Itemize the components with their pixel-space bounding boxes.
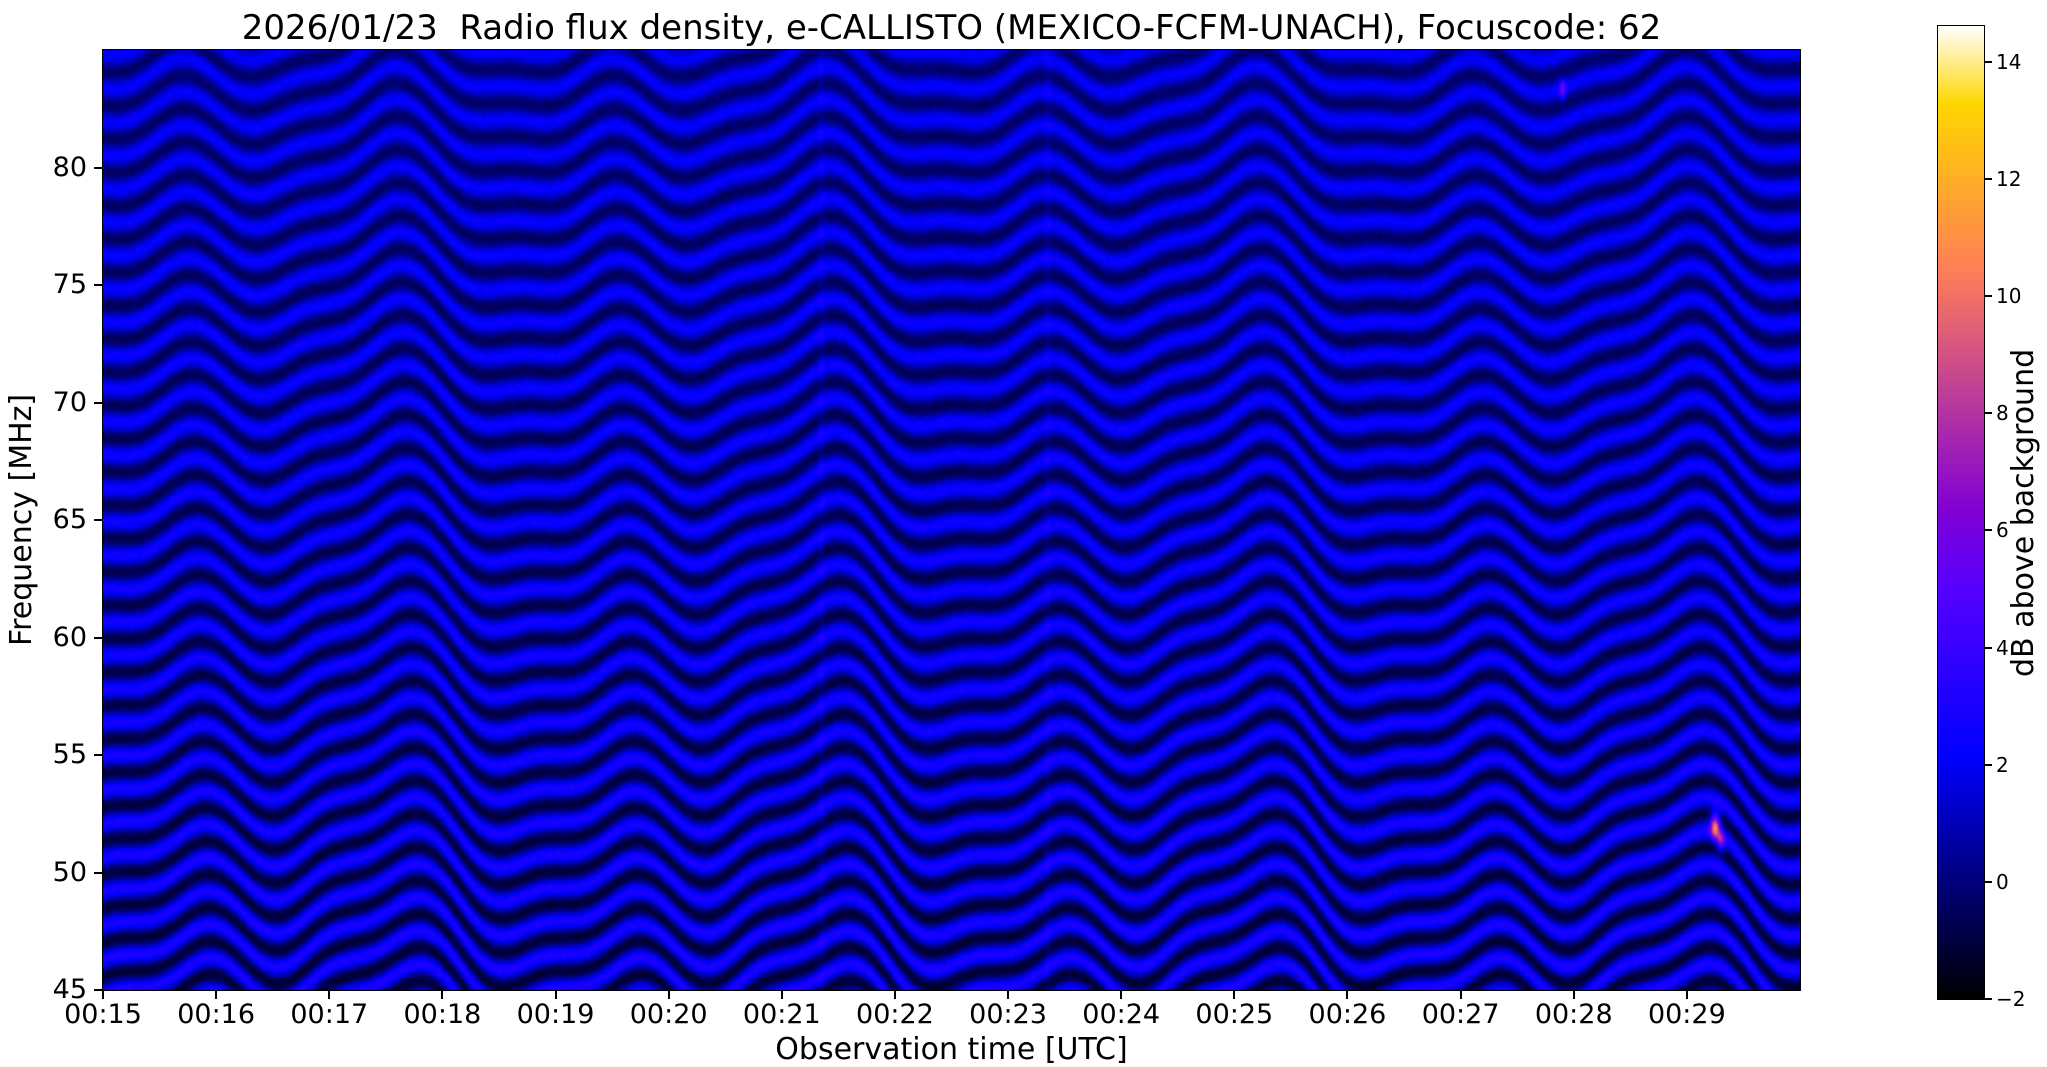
y-tick-label: 60 bbox=[52, 621, 87, 653]
x-tick-label: 00:29 bbox=[1647, 999, 1726, 1030]
y-tick-mark bbox=[94, 284, 103, 286]
colorbar-tick-mark bbox=[1984, 998, 1992, 1000]
x-tick-mark bbox=[1685, 990, 1688, 999]
chart-title: 2026/01/23 Radio flux density, e-CALLIST… bbox=[241, 8, 1662, 48]
x-tick-mark bbox=[1346, 990, 1349, 999]
x-tick-label: 00:15 bbox=[64, 999, 142, 1030]
x-tick-mark bbox=[667, 990, 670, 999]
x-tick-label: 00:27 bbox=[1421, 999, 1500, 1030]
y-tick-mark bbox=[94, 636, 103, 639]
spectrogram-canvas bbox=[103, 50, 1800, 990]
x-tick-label: 00:23 bbox=[969, 999, 1047, 1030]
colorbar-tick-label: 4 bbox=[1996, 635, 2009, 660]
x-tick-mark bbox=[1459, 990, 1462, 999]
y-tick-label: 55 bbox=[52, 739, 87, 771]
colorbar-tick-mark bbox=[1984, 295, 1992, 298]
x-tick-label: 00:16 bbox=[177, 999, 256, 1030]
colorbar-tick-label: 8 bbox=[1996, 401, 2009, 426]
y-tick-mark bbox=[94, 871, 103, 874]
colorbar-tick-label: 10 bbox=[1996, 284, 2022, 309]
x-tick-mark bbox=[102, 990, 104, 999]
x-tick-label: 00:26 bbox=[1308, 999, 1387, 1030]
colorbar-tick-mark bbox=[1984, 646, 1992, 649]
colorbar-tick-label: 6 bbox=[1996, 518, 2009, 543]
x-tick-mark bbox=[441, 990, 444, 999]
y-tick-mark bbox=[94, 754, 103, 756]
y-tick-label: 70 bbox=[52, 386, 87, 418]
y-tick-mark bbox=[94, 401, 103, 404]
x-tick-mark bbox=[215, 990, 218, 999]
x-tick-label: 00:24 bbox=[1082, 999, 1161, 1030]
x-tick-mark bbox=[1120, 990, 1123, 999]
colorbar-gradient bbox=[1938, 26, 1984, 999]
x-tick-mark bbox=[1233, 990, 1236, 999]
x-tick-label: 00:28 bbox=[1534, 999, 1613, 1030]
x-tick-label: 00:17 bbox=[290, 999, 369, 1030]
x-tick-label: 00:18 bbox=[403, 999, 482, 1030]
colorbar-tick-label: 14 bbox=[1996, 49, 2022, 74]
colorbar-tick-label: 2 bbox=[1996, 752, 2009, 777]
x-tick-label: 00:25 bbox=[1195, 999, 1274, 1030]
x-tick-label: 00:21 bbox=[742, 999, 821, 1030]
x-axis-label: Observation time [UTC] bbox=[775, 1032, 1128, 1067]
x-tick-mark bbox=[1572, 990, 1575, 999]
y-tick-label: 75 bbox=[52, 269, 87, 301]
y-tick-mark bbox=[94, 166, 103, 169]
x-tick-mark bbox=[893, 990, 896, 999]
colorbar-tick-mark bbox=[1984, 177, 1992, 180]
plot-area bbox=[102, 49, 1801, 991]
colorbar-tick-label: 0 bbox=[1996, 869, 2009, 894]
colorbar-tick-mark bbox=[1984, 529, 1992, 532]
colorbar-tick-label: 12 bbox=[1996, 166, 2022, 191]
colorbar bbox=[1937, 25, 1985, 1000]
colorbar-tick-label: −2 bbox=[1996, 987, 2026, 1011]
colorbar-tick-mark bbox=[1984, 60, 1992, 63]
colorbar-tick-mark bbox=[1984, 412, 1992, 415]
y-tick-label: 45 bbox=[52, 974, 87, 1006]
x-tick-label: 00:22 bbox=[856, 999, 934, 1030]
y-tick-label: 50 bbox=[52, 856, 87, 888]
x-tick-mark bbox=[554, 990, 557, 999]
x-tick-mark bbox=[1007, 990, 1010, 999]
y-tick-mark bbox=[94, 519, 103, 521]
y-tick-label: 65 bbox=[52, 504, 87, 536]
x-tick-mark bbox=[328, 990, 331, 999]
x-tick-label: 00:19 bbox=[516, 999, 595, 1030]
x-tick-mark bbox=[780, 990, 783, 999]
colorbar-tick-mark bbox=[1984, 880, 1992, 883]
x-tick-label: 00:20 bbox=[629, 999, 708, 1030]
y-tick-label: 80 bbox=[52, 151, 87, 183]
colorbar-tick-mark bbox=[1984, 763, 1992, 766]
y-tick-mark bbox=[94, 989, 103, 991]
